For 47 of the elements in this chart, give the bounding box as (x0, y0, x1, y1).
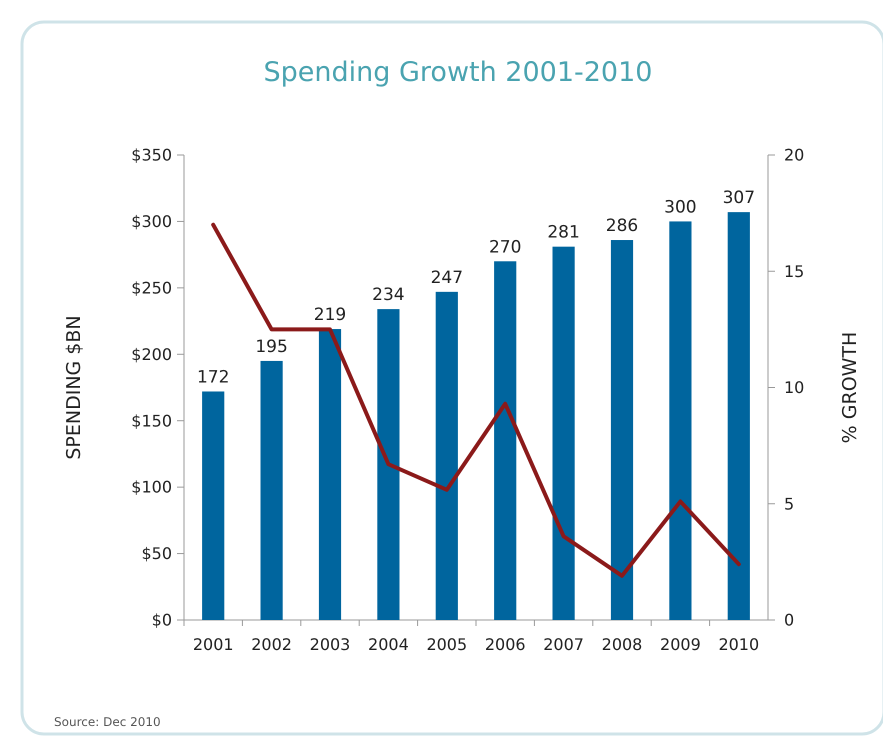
bar (669, 221, 692, 620)
x-tick-label: 2001 (192, 635, 234, 654)
x-tick-label: 2004 (368, 635, 409, 654)
y-tick-label: $200 (131, 344, 172, 364)
bar (728, 212, 750, 620)
source-note: Source: Dec 2010 (54, 715, 161, 729)
data-label: 195 (255, 336, 288, 357)
data-label: 172 (196, 367, 230, 388)
data-label: 286 (606, 216, 638, 236)
bar (610, 240, 634, 620)
y-tick-label: $350 (131, 146, 172, 165)
bar (552, 246, 575, 620)
y-axis-title: SPENDING $BN (63, 315, 85, 460)
chart-title: Spending Growth 2001-2010 (264, 57, 652, 88)
bar (436, 292, 458, 620)
bar (377, 309, 400, 620)
y-tick-label: $250 (131, 278, 172, 298)
y-tick-label: $150 (131, 411, 172, 430)
x-tick-label: 2007 (543, 635, 584, 654)
y2-axis-title: % GROWTH (839, 332, 861, 444)
data-label: 281 (547, 222, 580, 243)
y-tick-label: $50 (141, 544, 172, 564)
y-tick-label: $100 (131, 478, 172, 497)
x-tick-label: 2010 (718, 635, 760, 654)
x-tick-label: 2008 (602, 635, 642, 654)
x-tick-label: 2006 (484, 635, 526, 654)
x-tick-label: 2002 (251, 635, 292, 654)
y2-tick-label: 0 (784, 610, 794, 630)
y2-tick-label: 20 (784, 146, 804, 165)
y-tick-label: $300 (131, 212, 172, 232)
data-label: 219 (314, 305, 346, 326)
x-tick-label: 2009 (660, 635, 701, 654)
bar (202, 391, 224, 620)
x-tick-label: 2005 (426, 635, 468, 654)
y2-tick-label: 10 (784, 378, 804, 398)
data-label: 234 (372, 285, 405, 306)
data-label: 307 (722, 188, 756, 208)
bar (494, 261, 516, 620)
data-label: 247 (430, 268, 464, 288)
bar (260, 360, 283, 620)
data-label: 300 (664, 197, 697, 218)
x-tick-label: 2003 (310, 635, 350, 654)
data-label: 270 (488, 237, 522, 258)
bar (318, 329, 342, 620)
y-tick-label: $0 (152, 610, 172, 630)
y2-tick-label: 5 (784, 494, 794, 514)
y2-tick-label: 15 (784, 262, 804, 281)
